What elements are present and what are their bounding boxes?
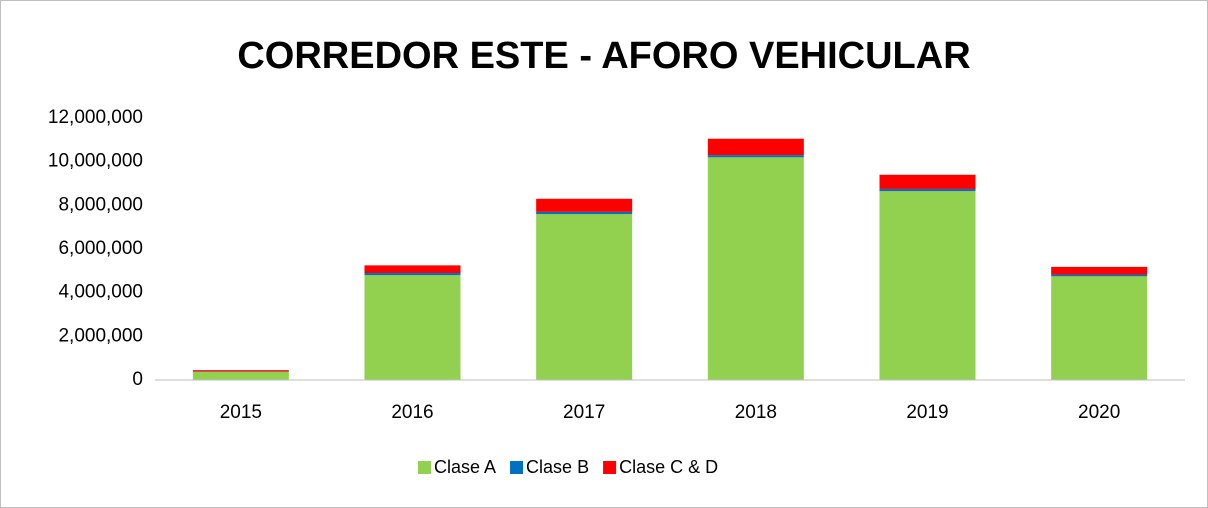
y-tick-label: 0 <box>132 369 143 390</box>
bar-segment <box>1051 274 1148 277</box>
bar-segment <box>364 273 461 276</box>
x-tick-label: 2015 <box>220 402 262 423</box>
chart-title: CORREDOR ESTE - AFORO VEHICULAR <box>237 35 970 77</box>
bar-segment <box>364 275 461 380</box>
bar-segment <box>879 174 976 189</box>
bar-segment <box>707 138 804 156</box>
bar-segment <box>879 191 976 380</box>
legend-swatch <box>603 461 617 474</box>
bar-segment <box>707 157 804 380</box>
bar-segment <box>192 371 289 380</box>
bar-segment <box>536 211 633 215</box>
x-tick-label: 2016 <box>391 402 433 423</box>
x-tick-label: 2020 <box>1078 402 1120 423</box>
bar-segment <box>879 188 976 192</box>
y-tick-label: 10,000,000 <box>48 151 143 172</box>
x-tick-label: 2019 <box>906 402 948 423</box>
legend-label: Clase A <box>434 457 496 477</box>
bar-segment <box>364 265 461 274</box>
legend-label: Clase B <box>526 457 589 477</box>
bar-segment <box>707 155 804 158</box>
x-tick-label: 2018 <box>735 402 777 423</box>
bar-segment <box>536 214 633 380</box>
legend-swatch <box>510 461 524 474</box>
y-tick-label: 4,000,000 <box>58 282 143 303</box>
y-tick-label: 8,000,000 <box>58 194 143 215</box>
bar-segment <box>1051 266 1148 275</box>
y-tick-label: 12,000,000 <box>48 107 143 128</box>
bar-segment <box>536 198 633 212</box>
legend-swatch <box>418 461 431 474</box>
x-tick-label: 2017 <box>563 402 605 423</box>
y-tick-label: 2,000,000 <box>58 325 143 346</box>
bar-segment <box>1051 276 1148 380</box>
legend-label: Clase C & D <box>619 457 718 477</box>
bar-segment <box>192 370 289 372</box>
y-tick-label: 6,000,000 <box>58 238 143 259</box>
